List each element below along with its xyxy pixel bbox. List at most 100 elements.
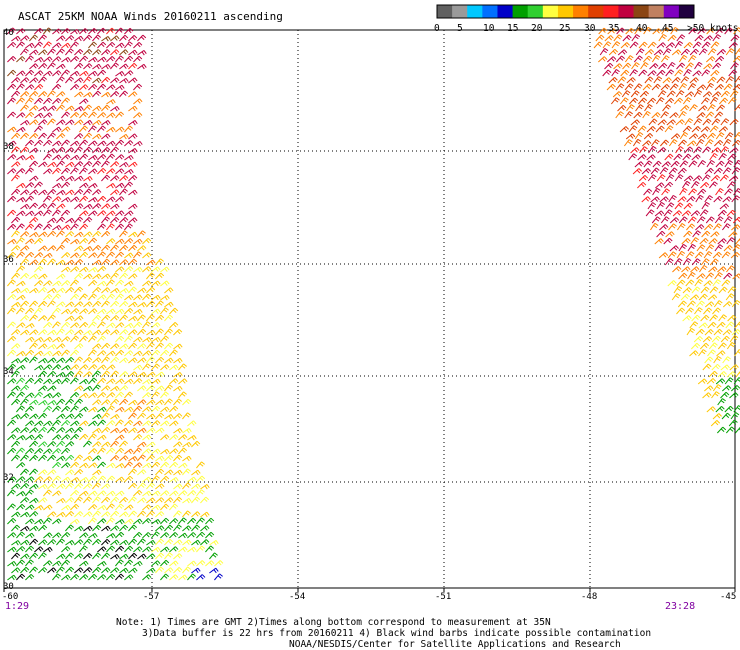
wind-barb [70, 490, 80, 497]
wind-barb [16, 435, 26, 441]
wind-barb [83, 119, 93, 126]
wind-barb [61, 266, 71, 273]
wind-barb [729, 147, 739, 154]
wind-barb [711, 118, 721, 126]
wind-barb [119, 329, 129, 336]
wind-barb [7, 27, 16, 35]
wind-barb [678, 272, 688, 280]
wind-barb [717, 266, 727, 273]
wind-barb [119, 343, 129, 350]
wind-barb [137, 63, 147, 70]
wind-barb [52, 56, 62, 63]
wind-barb [83, 175, 93, 182]
wind-barb [47, 469, 57, 476]
wind-barb [16, 307, 25, 315]
wind-barb [716, 350, 726, 357]
wind-barb [70, 420, 80, 427]
wind-barb [16, 168, 26, 175]
wind-barb [124, 223, 133, 231]
wind-barb [707, 294, 718, 301]
wind-barb [25, 434, 35, 441]
wind-barb [653, 49, 664, 56]
wind-barb [38, 315, 48, 322]
wind-barb [173, 567, 183, 574]
wind-barb [52, 419, 62, 427]
wind-barb [110, 385, 120, 392]
wind-barb [725, 76, 735, 84]
wind-barb [133, 238, 143, 245]
wind-barb [88, 293, 97, 301]
wind-barb [200, 511, 210, 518]
wind-barb [124, 475, 134, 483]
wind-barb [128, 524, 138, 532]
wind-barb [11, 245, 21, 252]
wind-barb [133, 112, 143, 119]
wind-barb [643, 26, 652, 35]
wind-barb [70, 518, 80, 525]
wind-barb [663, 237, 673, 245]
wind-barb [133, 434, 143, 441]
wind-barb [29, 511, 39, 518]
wind-barb [124, 125, 133, 133]
wind-barb [146, 272, 155, 280]
wind-barb [115, 223, 125, 231]
wind-barb [25, 69, 35, 77]
wind-barb [38, 552, 47, 560]
wind-barb [11, 188, 21, 196]
wind-barb [16, 182, 26, 189]
wind-barb [191, 567, 201, 574]
wind-barb [715, 405, 725, 413]
wind-barb [56, 273, 66, 280]
wind-barb [691, 154, 701, 161]
wind-barb [677, 167, 687, 175]
wind-barb [124, 406, 134, 413]
wind-barb [70, 28, 80, 35]
wind-barb [25, 448, 35, 455]
wind-barb [720, 118, 730, 126]
wind-barb [97, 280, 107, 287]
lat-label: 32 [3, 473, 14, 483]
wind-barb [115, 519, 125, 525]
wind-barb [38, 189, 48, 196]
wind-barb [615, 83, 625, 91]
wind-barb [615, 111, 624, 119]
wind-barb [155, 272, 165, 280]
wind-barb [169, 434, 179, 441]
wind-barb [133, 350, 143, 357]
wind-barb [173, 539, 183, 546]
wind-barb [29, 63, 39, 70]
wind-barb [160, 364, 170, 371]
wind-barb [34, 448, 44, 455]
wind-barb [52, 293, 62, 301]
wind-barb [25, 559, 34, 567]
wind-barb [703, 251, 713, 259]
legend-swatch [542, 5, 559, 18]
wind-barb [155, 342, 164, 350]
map-title: ASCAT 25KM NOAA Winds 20160211 ascending [18, 10, 283, 23]
wind-barb [680, 293, 690, 301]
wind-barb [61, 308, 71, 315]
wind-barb [638, 69, 648, 77]
wind-barb [133, 420, 143, 427]
wind-barb [715, 188, 724, 196]
wind-barb [74, 370, 83, 378]
wind-barb [710, 175, 721, 182]
wind-barb [106, 392, 116, 399]
wind-barb [678, 216, 688, 224]
wind-barb [25, 532, 35, 539]
wind-barb [79, 55, 89, 63]
wind-barb [734, 321, 740, 329]
legend-label: 10 [483, 23, 495, 34]
wind-barb [628, 125, 638, 133]
wind-barb [604, 35, 614, 42]
wind-barb [97, 69, 107, 77]
wind-barb [101, 511, 111, 518]
wind-barb [88, 475, 98, 483]
wind-barb [7, 168, 17, 175]
wind-barb [169, 378, 179, 385]
wind-barb [182, 398, 192, 406]
wind-barb [732, 139, 740, 147]
wind-barb [622, 34, 632, 42]
wind-barb [56, 343, 66, 350]
wind-barb [119, 90, 129, 98]
